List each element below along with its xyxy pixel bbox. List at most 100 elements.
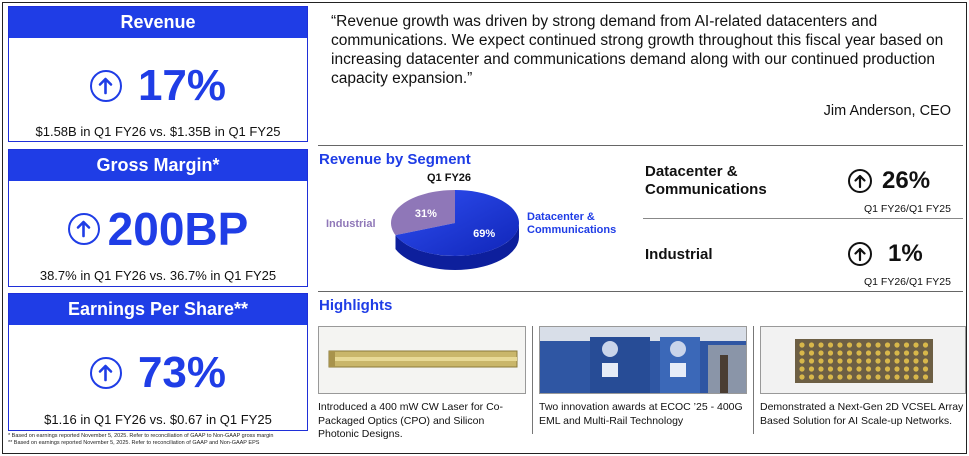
- eps-metric: 73%: [9, 338, 307, 408]
- vcsel-emitter-dot: [913, 342, 919, 348]
- gross-margin-metric: 200BP: [9, 194, 307, 264]
- vcsel-emitter-dot: [827, 374, 834, 380]
- highlight-vcsel-line2: Based Solution for AI Scale-up Networks.: [760, 414, 953, 427]
- vcsel-emitter-dot: [856, 358, 862, 364]
- pie-label-datacenter-line1: Datacenter &: [527, 211, 595, 223]
- highlight-awards-line2: EML and Multi-Rail Technology: [539, 414, 684, 427]
- vcsel-emitter-dot: [827, 358, 834, 364]
- vcsel-emitter-dot: [894, 358, 900, 364]
- pie-label-datacenter-line2: Communications: [527, 224, 617, 236]
- awards-photo-icon: [540, 327, 746, 393]
- vcsel-emitter-dot: [799, 358, 805, 364]
- segment-industrial-name: Industrial: [645, 246, 713, 263]
- footnote-eps: ** Based on earnings reported November 5…: [8, 439, 260, 446]
- vcsel-emitter-dot: [846, 366, 853, 372]
- vcsel-emitter-dot: [922, 358, 929, 364]
- highlight-vcsel-line1: Demonstrated a Next-Gen 2D VCSEL Array: [760, 401, 964, 413]
- revenue-metric: 17%: [9, 52, 307, 120]
- vcsel-emitter-dot: [903, 350, 910, 356]
- vcsel-emitter-dot: [799, 342, 805, 348]
- vcsel-emitter-dot: [837, 374, 843, 380]
- highlight-vcsel-image: [760, 326, 966, 394]
- vcsel-emitter-dot: [922, 342, 929, 348]
- pie-side-0: [395, 223, 519, 270]
- vcsel-emitter-dot: [913, 358, 919, 364]
- arrow-up-circle-icon: [67, 213, 100, 245]
- vcsel-emitter-dot: [799, 350, 805, 356]
- segment-datacenter-growth-value: 26%: [882, 167, 931, 194]
- arrow-up-circle-icon: [848, 169, 872, 193]
- vcsel-emitter-dot: [865, 358, 872, 364]
- revenue-detail: $1.58B in Q1 FY26 vs. $1.35B in Q1 FY25: [35, 124, 281, 139]
- quote-author: Jim Anderson, CEO: [823, 103, 951, 119]
- arrow-up-circle-icon: [89, 357, 122, 389]
- vcsel-emitter-dot: [875, 366, 881, 372]
- highlight-awards-image: [539, 326, 747, 394]
- vcsel-emitter-dot: [903, 358, 910, 364]
- vcsel-emitter-dot: [894, 350, 900, 356]
- segment-industrial-period: Q1 FY26/Q1 FY25: [864, 276, 951, 288]
- vcsel-emitter-dot: [875, 358, 881, 364]
- highlight-laser-image: [318, 326, 526, 394]
- vcsel-emitter-dot: [884, 350, 891, 356]
- segment-section-title: Revenue by Segment: [319, 151, 471, 168]
- vcsel-emitter-dot: [818, 350, 824, 356]
- eps-detail: $1.16 in Q1 FY26 vs. $0.67 in Q1 FY25: [44, 412, 272, 427]
- revenue-card: Revenue 17% $1.58B in Q1 FY26 vs. $1.35B…: [8, 6, 308, 142]
- vcsel-emitter-dot: [894, 366, 900, 372]
- segment-industrial-growth-value: 1%: [888, 240, 923, 267]
- highlight-laser-line2: Packaged Optics (CPO) and Silicon: [318, 414, 485, 427]
- vcsel-emitter-dot: [884, 342, 891, 348]
- segment-datacenter-period: Q1 FY26/Q1 FY25: [864, 203, 951, 215]
- eps-growth-value: 73%: [137, 348, 227, 397]
- segment-industrial-growth: 1%: [848, 240, 923, 268]
- pie-slice-industrial: [391, 190, 455, 236]
- divider-segments: [643, 218, 963, 219]
- vcsel-emitter-dot: [827, 342, 834, 348]
- footnote-gross-margin: * Based on earnings reported November 5,…: [8, 433, 274, 439]
- highlights-title: Highlights: [319, 297, 393, 314]
- pie-label-industrial: Industrial: [326, 218, 376, 230]
- highlight-separator-2: [753, 326, 754, 434]
- footnotes: * Based on earnings reported November 5,…: [8, 433, 273, 446]
- vcsel-emitter-dot: [913, 366, 919, 372]
- highlight-laser-line3: Photonic Designs.: [318, 428, 403, 440]
- vcsel-emitter-dot: [922, 374, 929, 380]
- vcsel-emitter-dot: [799, 366, 805, 372]
- highlight-vcsel-text: Demonstrated a Next-Gen 2D VCSEL Array B…: [760, 401, 965, 428]
- vcsel-emitter-dot: [808, 342, 815, 348]
- vcsel-emitter-dot: [808, 350, 815, 356]
- ceo-quote: “Revenue growth was driven by strong dem…: [331, 13, 944, 87]
- pie-slice-datacenter: [395, 190, 519, 256]
- vcsel-emitter-dot: [875, 342, 881, 348]
- vcsel-emitter-dot: [846, 358, 853, 364]
- vcsel-emitter-dot: [865, 350, 872, 356]
- vcsel-emitter-dot: [922, 350, 929, 356]
- highlight-awards-text: Two innovation awards at ECOC ’25 - 400G…: [539, 401, 751, 428]
- vcsel-emitter-dot: [846, 342, 853, 348]
- vcsel-emitter-dot: [884, 358, 891, 364]
- pie-value-datacenter: 69%: [473, 228, 495, 240]
- vcsel-emitter-dot: [818, 374, 824, 380]
- pie-label-datacenter: Datacenter & Communications: [527, 211, 616, 237]
- vcsel-emitter-dot: [808, 374, 815, 380]
- pie-value-industrial: 31%: [415, 208, 437, 220]
- vcsel-emitter-dot: [827, 350, 834, 356]
- revenue-growth-value: 17%: [137, 61, 227, 110]
- vcsel-emitter-dot: [818, 358, 824, 364]
- vcsel-emitter-dot: [865, 342, 872, 348]
- vcsel-emitter-dot: [837, 350, 843, 356]
- vcsel-emitter-dot: [875, 350, 881, 356]
- vcsel-emitter-dot: [884, 366, 891, 372]
- highlight-awards-line1: Two innovation awards at ECOC ’25 - 400G: [539, 401, 743, 413]
- vcsel-emitter-dot: [837, 358, 843, 364]
- vcsel-emitter-dot: [865, 366, 872, 372]
- segment-datacenter-name-line1: Datacenter &: [645, 163, 738, 180]
- revenue-pie-chart: 31% 69%: [391, 190, 519, 270]
- arrow-up-circle-icon: [89, 70, 122, 102]
- segment-datacenter-name: Datacenter & Communications: [645, 163, 767, 199]
- vcsel-emitter-dot: [837, 342, 843, 348]
- highlight-separator-1: [532, 326, 533, 434]
- segment-datacenter-growth: 26%: [848, 167, 930, 195]
